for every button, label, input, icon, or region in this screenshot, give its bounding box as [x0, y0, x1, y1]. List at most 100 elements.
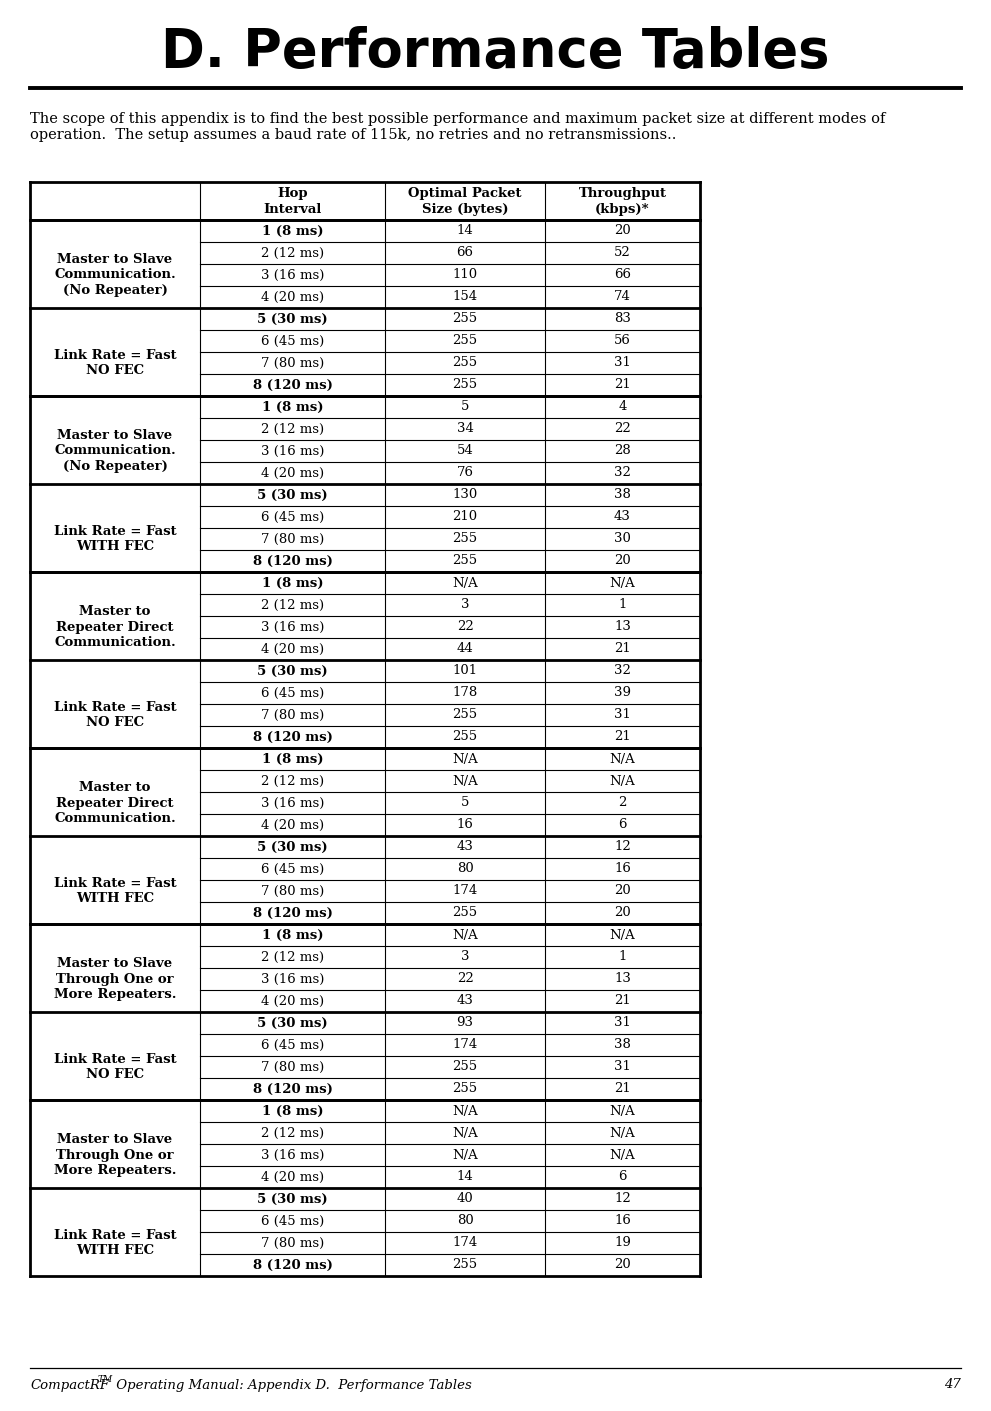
Text: N/A: N/A [452, 577, 478, 590]
Text: Through One or: Through One or [56, 1149, 173, 1161]
Text: 7 (80 ms): 7 (80 ms) [261, 708, 324, 721]
Text: 6 (45 ms): 6 (45 ms) [261, 511, 324, 523]
Text: 3: 3 [461, 598, 470, 611]
Text: 255: 255 [453, 731, 478, 744]
Text: 8 (120 ms): 8 (120 ms) [253, 378, 332, 391]
Text: 4 (20 ms): 4 (20 ms) [261, 467, 324, 480]
Text: 5: 5 [461, 796, 469, 810]
Text: 8 (120 ms): 8 (120 ms) [253, 555, 332, 567]
Text: 8 (120 ms): 8 (120 ms) [253, 906, 332, 920]
Text: Link Rate = Fast: Link Rate = Fast [54, 701, 176, 714]
Text: 4 (20 ms): 4 (20 ms) [261, 291, 324, 303]
Text: WITH FEC: WITH FEC [76, 892, 154, 906]
Text: WITH FEC: WITH FEC [76, 540, 154, 553]
Text: Communication.: Communication. [55, 636, 175, 649]
Text: 28: 28 [614, 444, 631, 457]
Text: Link Rate = Fast: Link Rate = Fast [54, 876, 176, 890]
Text: 154: 154 [453, 291, 478, 303]
Text: 21: 21 [614, 731, 631, 744]
Text: CompactRF: CompactRF [30, 1379, 109, 1391]
Text: 6 (45 ms): 6 (45 ms) [261, 687, 324, 700]
Text: 21: 21 [614, 1082, 631, 1095]
Text: Interval: Interval [264, 203, 322, 216]
Text: 130: 130 [452, 488, 478, 501]
Text: 5 (30 ms): 5 (30 ms) [258, 1192, 328, 1205]
Text: 19: 19 [614, 1236, 631, 1250]
Text: 5 (30 ms): 5 (30 ms) [258, 1016, 328, 1030]
Text: 174: 174 [452, 1236, 478, 1250]
Text: 5 (30 ms): 5 (30 ms) [258, 665, 328, 677]
Text: 8 (120 ms): 8 (120 ms) [253, 731, 332, 744]
Text: Communication.: Communication. [55, 811, 175, 825]
Text: 3 (16 ms): 3 (16 ms) [261, 796, 324, 810]
Text: 31: 31 [614, 708, 631, 721]
Text: 3: 3 [461, 951, 470, 964]
Text: 1 (8 ms): 1 (8 ms) [262, 224, 323, 237]
Text: N/A: N/A [609, 775, 635, 787]
Text: Optimal Packet: Optimal Packet [408, 186, 521, 200]
Text: 7 (80 ms): 7 (80 ms) [261, 532, 324, 546]
Text: 255: 255 [453, 532, 478, 546]
Text: NO FEC: NO FEC [86, 717, 144, 729]
Text: NO FEC: NO FEC [86, 1068, 144, 1081]
Text: 38: 38 [614, 488, 631, 501]
Text: D. Performance Tables: D. Performance Tables [161, 25, 829, 78]
Text: 54: 54 [457, 444, 474, 457]
Text: 4 (20 ms): 4 (20 ms) [261, 1171, 324, 1184]
Text: 74: 74 [614, 291, 631, 303]
Text: 7 (80 ms): 7 (80 ms) [261, 1236, 324, 1250]
Text: (No Repeater): (No Repeater) [62, 284, 167, 296]
Text: 6 (45 ms): 6 (45 ms) [261, 1038, 324, 1051]
Text: 20: 20 [614, 885, 631, 897]
Text: 2: 2 [618, 796, 626, 810]
Text: 4 (20 ms): 4 (20 ms) [261, 642, 324, 656]
Text: N/A: N/A [452, 1149, 478, 1161]
Text: 2 (12 ms): 2 (12 ms) [261, 775, 324, 787]
Text: 39: 39 [614, 687, 631, 700]
Text: 66: 66 [457, 247, 474, 260]
Text: 21: 21 [614, 642, 631, 656]
Text: N/A: N/A [452, 752, 478, 766]
Text: 255: 255 [453, 555, 478, 567]
Text: 2 (12 ms): 2 (12 ms) [261, 1126, 324, 1140]
Text: 43: 43 [614, 511, 631, 523]
Text: N/A: N/A [452, 1105, 478, 1118]
Text: Master to Slave: Master to Slave [57, 253, 172, 267]
Text: 22: 22 [457, 972, 474, 985]
Text: More Repeaters.: More Repeaters. [54, 1164, 176, 1177]
Text: N/A: N/A [452, 928, 478, 941]
Text: Repeater Direct: Repeater Direct [56, 621, 173, 634]
Text: 32: 32 [614, 665, 631, 677]
Text: 93: 93 [457, 1016, 474, 1030]
Text: 1 (8 ms): 1 (8 ms) [262, 928, 323, 941]
Text: Communication.: Communication. [55, 444, 175, 457]
Text: 3 (16 ms): 3 (16 ms) [261, 444, 324, 457]
Text: 80: 80 [457, 862, 474, 875]
Text: Master to Slave: Master to Slave [57, 957, 172, 969]
Text: 31: 31 [614, 357, 631, 370]
Text: Size (bytes): Size (bytes) [422, 203, 508, 216]
Text: 44: 44 [457, 642, 474, 656]
Text: 43: 43 [457, 995, 474, 1007]
Text: N/A: N/A [609, 1105, 635, 1118]
Text: 255: 255 [453, 1061, 478, 1074]
Text: 2 (12 ms): 2 (12 ms) [261, 951, 324, 964]
Text: 5 (30 ms): 5 (30 ms) [258, 312, 328, 326]
Text: Through One or: Through One or [56, 972, 173, 985]
Text: 3 (16 ms): 3 (16 ms) [261, 1149, 324, 1161]
Text: 1: 1 [618, 951, 626, 964]
Text: 66: 66 [614, 268, 631, 282]
Text: 1: 1 [618, 598, 626, 611]
Text: 255: 255 [453, 906, 478, 920]
Text: N/A: N/A [609, 1126, 635, 1140]
Text: N/A: N/A [452, 1126, 478, 1140]
Text: Master to Slave: Master to Slave [57, 429, 172, 442]
Text: 255: 255 [453, 1259, 478, 1271]
Text: 34: 34 [457, 422, 474, 436]
Text: 1 (8 ms): 1 (8 ms) [262, 577, 323, 590]
Text: 52: 52 [614, 247, 631, 260]
Text: Hop: Hop [277, 186, 308, 200]
Text: 56: 56 [614, 334, 631, 347]
Text: (No Repeater): (No Repeater) [62, 460, 167, 473]
Text: 4 (20 ms): 4 (20 ms) [261, 995, 324, 1007]
